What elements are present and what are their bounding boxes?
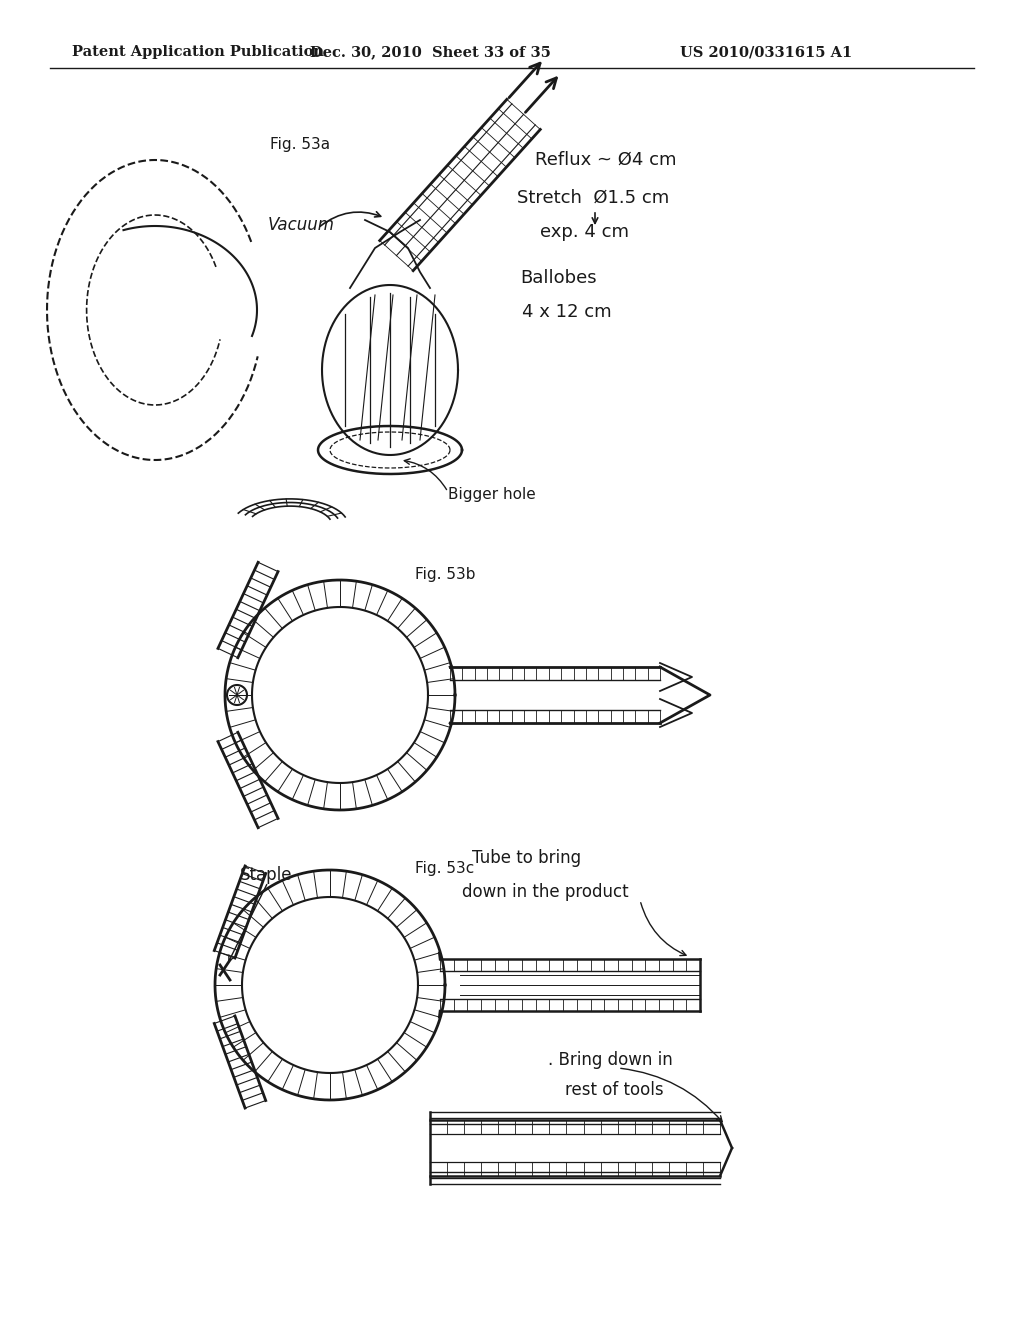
Text: Patent Application Publication: Patent Application Publication [72, 45, 324, 59]
Circle shape [227, 685, 247, 705]
Text: Reflux ~ Ø4 cm: Reflux ~ Ø4 cm [535, 150, 677, 169]
Text: Fig. 53a: Fig. 53a [270, 137, 330, 153]
Text: US 2010/0331615 A1: US 2010/0331615 A1 [680, 45, 852, 59]
Text: 4 x 12 cm: 4 x 12 cm [522, 304, 611, 321]
Text: . Bring down in: . Bring down in [548, 1051, 673, 1069]
Text: Fig. 53b: Fig. 53b [415, 568, 475, 582]
Text: exp. 4 cm: exp. 4 cm [540, 223, 629, 242]
Text: Dec. 30, 2010  Sheet 33 of 35: Dec. 30, 2010 Sheet 33 of 35 [309, 45, 551, 59]
Text: Ballobes: Ballobes [520, 269, 597, 286]
Text: Vacuum: Vacuum [268, 216, 335, 234]
Text: Bigger hole: Bigger hole [449, 487, 536, 503]
Text: Stretch  Ø1.5 cm: Stretch Ø1.5 cm [517, 189, 670, 207]
Text: Fig. 53c: Fig. 53c [416, 861, 475, 875]
Text: Tube to bring: Tube to bring [472, 849, 582, 867]
Text: rest of tools: rest of tools [565, 1081, 664, 1100]
Text: Staple: Staple [240, 866, 293, 884]
Text: down in the product: down in the product [462, 883, 629, 902]
